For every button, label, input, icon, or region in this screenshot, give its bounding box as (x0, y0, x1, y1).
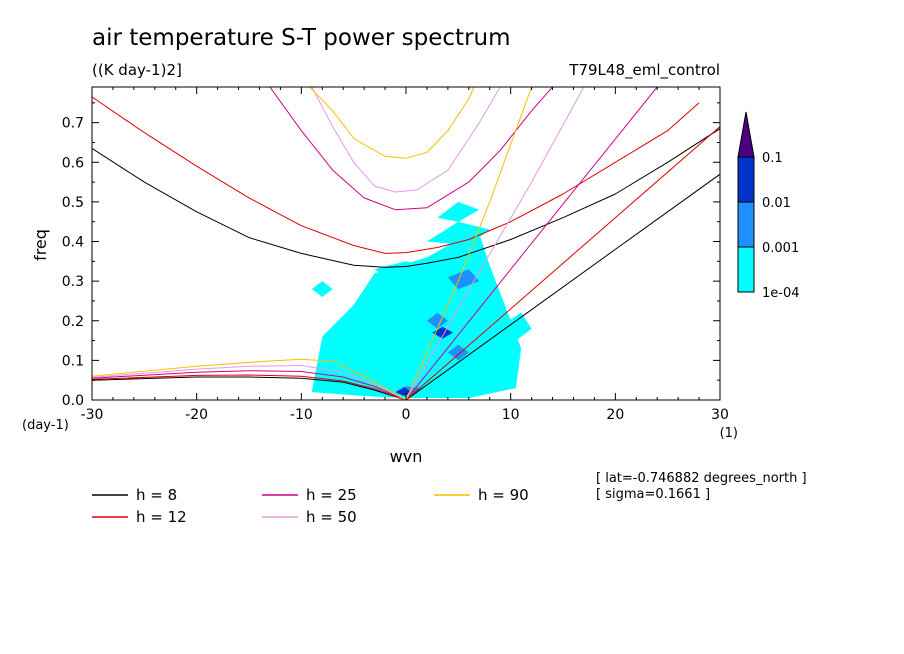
x-ticks: -30 -20 -10 0 10 20 30 (81, 87, 729, 423)
colorbar-label: 1e-04 (762, 286, 800, 301)
y-axis-label: freq (31, 229, 50, 261)
curve-kelvin-h8 (405, 173, 720, 400)
curve-kelvin-h90 (405, 87, 533, 400)
units-label: ((K day-1)2] (92, 61, 182, 79)
power-region-6 (489, 312, 532, 345)
curve-ig-h12 (92, 96, 700, 254)
curve-rossby-h50 (92, 365, 407, 400)
power-contours (311, 201, 532, 398)
colorbar: 1e-04 0.001 0.01 0.1 (737, 111, 800, 301)
colorbar-arrow (737, 111, 755, 158)
curve-rossby-h8 (92, 376, 407, 400)
y-tick-label: 0.4 (62, 235, 84, 251)
y-tick-label: 0.7 (62, 116, 84, 132)
x-tick-label: -10 (290, 407, 313, 423)
colorbar-swatch (737, 201, 755, 248)
dispersion-curves (92, 87, 720, 400)
experiment-label: T79L48_eml_control (568, 61, 720, 80)
curve-ig-h8 (92, 128, 720, 268)
legend-label: h = 50 (306, 508, 357, 526)
y-tick-label: 0.1 (62, 353, 84, 369)
latitude-note: [ lat=-0.746882 degrees_north ] (596, 471, 807, 486)
curve-rossby-h25 (92, 370, 407, 400)
curve-ig-h25 (269, 87, 553, 211)
y-tick-label: 0.0 (62, 393, 84, 409)
plot-area: -30 -20 -10 0 10 20 30 0.00.10.20.30.40.50.60.… (62, 86, 729, 423)
y-tick-label: 0.5 (62, 195, 84, 211)
colorbar-label: 0.1 (762, 151, 783, 166)
legend-label: h = 12 (136, 508, 187, 526)
x-tick-label: 30 (711, 407, 729, 423)
power-region-9 (447, 269, 480, 290)
y-tick-label: 0.6 (62, 155, 84, 171)
x-tick-label: 10 (502, 407, 520, 423)
chart-title: air temperature S-T power spectrum (92, 25, 511, 51)
power-region-5 (311, 281, 333, 297)
legend-label: h = 90 (478, 486, 529, 504)
power-region-12 (395, 387, 413, 396)
x-tick-label: 20 (606, 407, 624, 423)
y-ticks: 0.0 0.1 0.2 0.3 0.4 0.5 0.6 0.7 (62, 102, 720, 409)
power-region-1 (374, 261, 438, 282)
curve-ig-h90 (309, 87, 475, 159)
power-region-0 (311, 233, 522, 398)
legend-label: h = 25 (306, 486, 357, 504)
power-region-7 (426, 312, 448, 329)
y-tick-label: 0.3 (62, 274, 84, 290)
colorbar-swatch (737, 246, 755, 293)
curve-ig-h50 (311, 87, 501, 193)
power-region-2 (426, 221, 490, 246)
curve-rossby-h90 (92, 358, 407, 400)
power-region-3 (437, 201, 480, 222)
y-unit-label: (day-1) (22, 418, 69, 433)
curve-kelvin-h12 (405, 126, 720, 400)
curve-kelvin-h25 (405, 87, 658, 400)
x-axis-label: wvn (390, 447, 423, 466)
sigma-note: [ sigma=0.1661 ] (596, 487, 710, 502)
colorbar-label: 0.001 (762, 241, 799, 256)
x-unit-label: (1) (720, 426, 738, 441)
dispersion-legend: h = 8 h = 12 h = 25 h = 50 h = 90 (92, 486, 529, 526)
power-region-8 (447, 344, 469, 361)
curve-rossby-h12 (92, 374, 407, 400)
legend-label: h = 8 (136, 486, 177, 504)
x-tick-label: -30 (81, 407, 104, 423)
x-tick-label: 0 (402, 407, 411, 423)
colorbar-label: 0.01 (762, 196, 791, 211)
colorbar-swatch (737, 156, 755, 203)
y-tick-label: 0.2 (62, 314, 84, 330)
curve-kelvin-h50 (405, 87, 585, 400)
x-tick-label: -20 (185, 407, 208, 423)
